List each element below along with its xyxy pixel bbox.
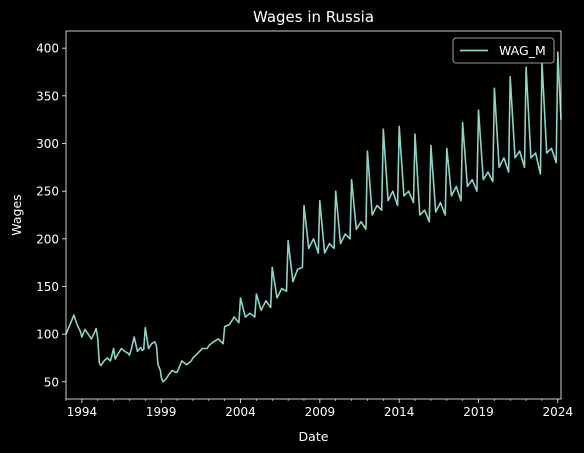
x-tick-label: 2004: [225, 405, 256, 419]
y-tick-label: 100: [36, 328, 59, 342]
y-tick-label: 400: [36, 42, 59, 56]
y-tick-label: 150: [36, 280, 59, 294]
y-axis: 50 100 150 200 250 300 350 400: [36, 42, 66, 389]
y-tick-label: 50: [44, 375, 59, 389]
x-tick-label: 2019: [463, 405, 494, 419]
series-line-wag-m: [65, 51, 562, 383]
plot-frame: [65, 30, 562, 400]
legend-box: [452, 37, 555, 64]
x-tick-label: 1999: [146, 405, 177, 419]
x-tick-label: 2024: [543, 405, 574, 419]
x-tick-label: 2014: [384, 405, 415, 419]
y-tick-label: 250: [36, 185, 59, 199]
x-tick-label: 2009: [305, 405, 336, 419]
y-tick-label: 300: [36, 137, 59, 151]
y-tick-label: 200: [36, 232, 59, 246]
y-tick-label: 350: [36, 89, 59, 103]
x-tick-label: 1994: [67, 405, 98, 419]
y-axis-label: Wages: [9, 194, 24, 235]
legend-label: WAG_M: [499, 43, 546, 58]
legend: WAG_M: [452, 37, 555, 64]
chart-title: Wages in Russia: [253, 8, 374, 26]
x-axis-label: Date: [299, 429, 329, 444]
x-axis: 1994 1999 2004 2009 2014 2019 2024: [65, 399, 574, 419]
plot-area: [65, 51, 562, 383]
